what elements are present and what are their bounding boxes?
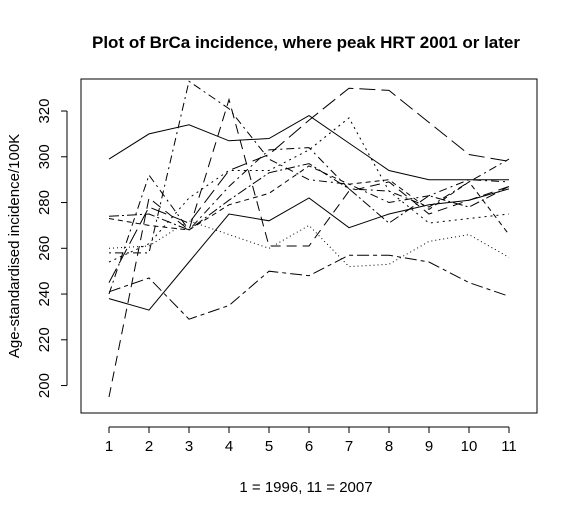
x-tick-label: 7: [345, 438, 353, 455]
x-tick-label: 5: [265, 438, 273, 455]
y-tick-label: 280: [36, 190, 53, 215]
series-line-10: [108, 163, 510, 231]
x-axis-label: 1 = 1996, 11 = 2007: [239, 479, 372, 496]
y-tick-label: 320: [36, 99, 53, 124]
x-tick-label: 6: [305, 438, 313, 455]
x-tick-label: 11: [501, 438, 517, 455]
y-tick-label: 240: [36, 282, 53, 307]
series-line-9: [108, 165, 510, 235]
series-line-8: [109, 80, 510, 254]
chart-title: Plot of BrCa incidence, where peak HRT 2…: [92, 33, 520, 52]
y-tick-label: 300: [36, 144, 53, 169]
x-tick-label: 1: [105, 438, 113, 455]
series-line-2: [108, 188, 510, 311]
x-axis: 1 2 3 4 5 6 7 8 9 10 11: [105, 426, 517, 455]
x-tick-label: 2: [145, 438, 153, 455]
y-tick-label: 260: [36, 236, 53, 261]
x-tick-label: 8: [385, 438, 393, 455]
series-line-3: [108, 97, 510, 398]
x-tick-label: 3: [185, 438, 193, 455]
y-tick-label: 200: [36, 373, 53, 398]
series-line-4: [108, 147, 510, 295]
x-tick-label: 4: [225, 438, 233, 455]
y-axis-label: Age-standardised incidence/100K: [6, 134, 23, 358]
series-line-5: [108, 87, 510, 283]
y-axis: 200 220 240 260 280 300 320: [36, 99, 68, 398]
x-tick-label: 10: [461, 438, 478, 455]
y-tick-label: 220: [36, 327, 53, 352]
series-layer: [108, 80, 510, 398]
series-line-1: [108, 115, 509, 181]
series-line-11: [108, 220, 510, 268]
series-line-6: [108, 254, 510, 320]
plot-frame: [80, 78, 538, 414]
x-tick-label: 9: [425, 438, 433, 455]
series-line-7: [108, 117, 510, 263]
